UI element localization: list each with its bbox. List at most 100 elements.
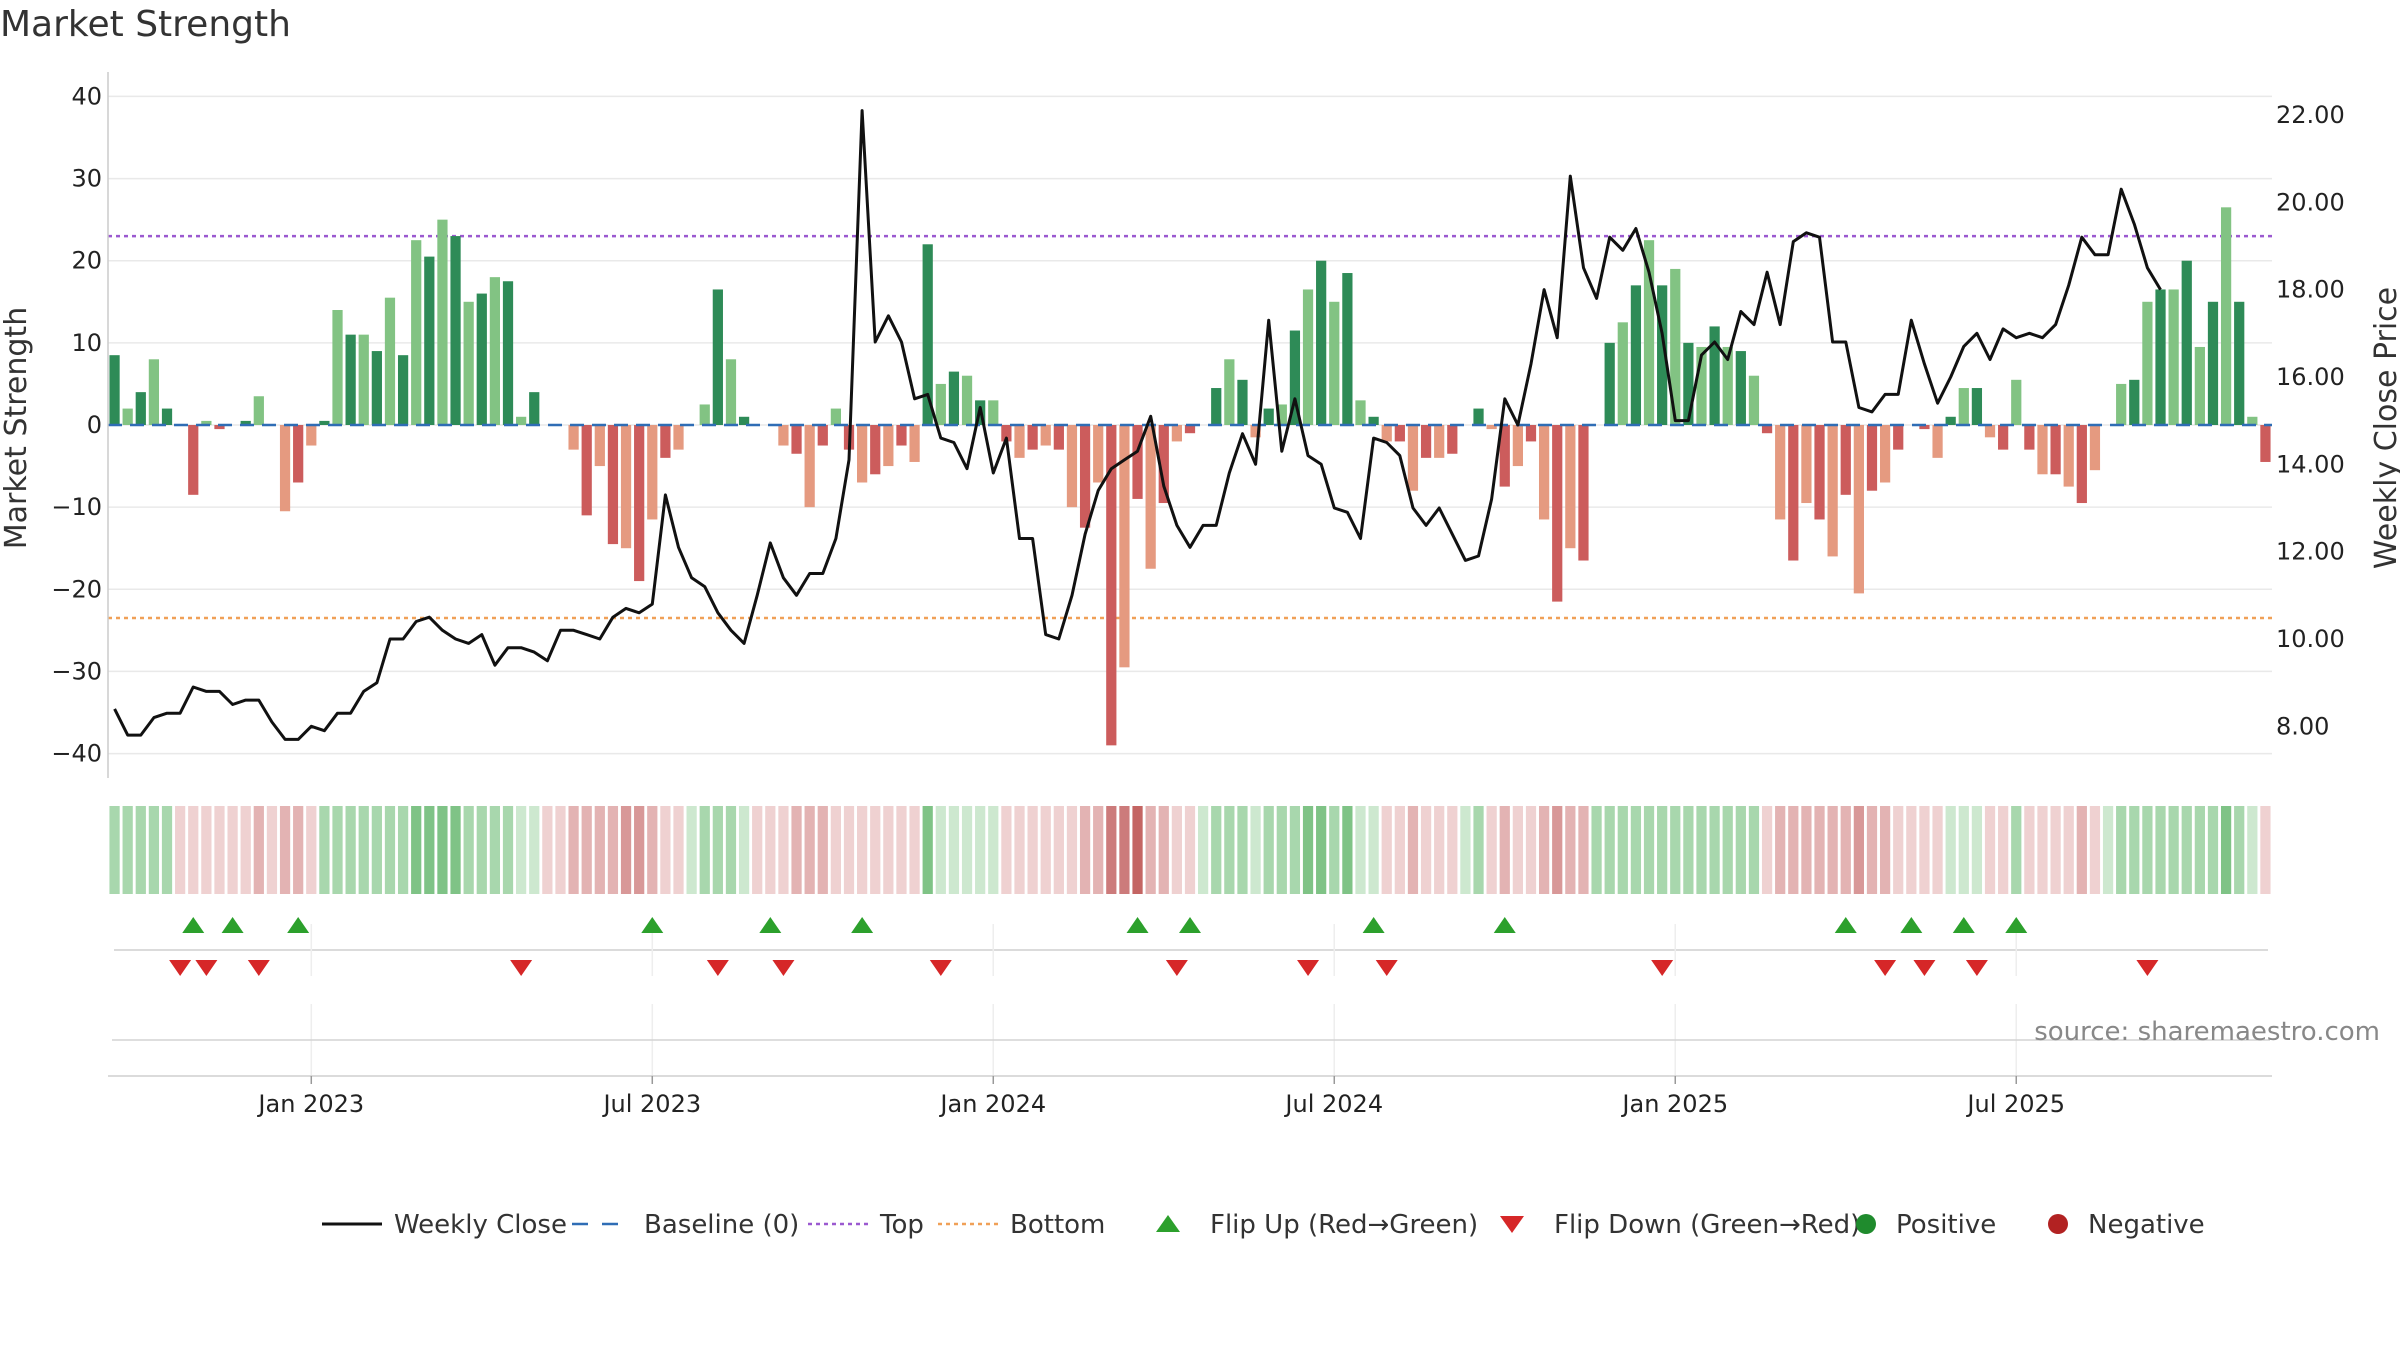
strength-bar <box>1512 425 1523 467</box>
strip-cell <box>1630 806 1642 894</box>
strip-cell <box>2247 806 2258 894</box>
strength-bar <box>1932 425 1943 458</box>
strip-cell <box>2102 806 2114 894</box>
strength-bar <box>1342 273 1353 425</box>
strength-bar <box>1696 346 1707 425</box>
strength-bar <box>1893 425 1904 450</box>
strength-bar <box>1040 425 1051 446</box>
strip-cell <box>1276 806 1287 894</box>
strength-bar <box>2129 379 2140 425</box>
strip-cell <box>1604 806 1615 894</box>
strength-bar <box>502 281 514 425</box>
strip-cell <box>1827 806 1838 894</box>
strip-cell <box>1735 806 1746 894</box>
strength-bar <box>332 310 343 425</box>
strength-bar <box>1538 425 1550 520</box>
strength-bar <box>2194 346 2205 425</box>
strip-cell <box>1355 806 1366 894</box>
strip-cell <box>1434 806 1445 894</box>
strip-cell <box>607 806 619 894</box>
strength-bar <box>122 408 133 425</box>
strength-bar <box>647 425 658 520</box>
strip-cell <box>1761 806 1773 894</box>
strip-cell <box>1512 806 1523 894</box>
strength-bar <box>1971 388 1983 425</box>
flip-down-marker <box>195 960 218 976</box>
left-tick-label: 30 <box>71 165 102 193</box>
strip-cell <box>673 806 684 894</box>
strength-bars <box>108 207 2272 746</box>
strip-cell <box>725 806 737 894</box>
strength-bar <box>2116 383 2127 425</box>
strength-bar <box>712 289 723 425</box>
strip-cell <box>135 806 146 894</box>
strength-bar <box>909 425 920 462</box>
strength-bar <box>1237 379 1248 425</box>
strip-cell <box>1879 806 1891 894</box>
right-tick-label: 12.00 <box>2276 538 2345 566</box>
strength-bar <box>1420 425 1432 458</box>
strength-bar <box>2247 416 2258 425</box>
strip-cell <box>699 806 710 894</box>
strip-cell <box>1119 806 1130 894</box>
strip-cell <box>1460 806 1471 894</box>
strip-cell <box>2050 806 2061 894</box>
strip-cell <box>620 806 632 894</box>
x-tick-label: Jan 2024 <box>938 1090 1046 1118</box>
strip-cell <box>647 806 658 894</box>
flip-up-marker <box>221 917 244 933</box>
strength-bar <box>1066 425 1078 508</box>
strip-cell <box>240 806 251 894</box>
strip-cell <box>1237 806 1248 894</box>
strength-bar <box>935 383 946 425</box>
strip-cell <box>2024 806 2035 894</box>
strip-cell <box>1814 806 1825 894</box>
strength-bar <box>1958 388 1969 425</box>
strength-bar <box>1801 425 1812 504</box>
strip-cell <box>1171 806 1182 894</box>
strip-cell <box>1945 806 1956 894</box>
left-tick-label: 20 <box>71 247 102 275</box>
flip-up-marker <box>1126 917 1149 933</box>
strength-bar <box>2076 425 2087 504</box>
strip-cell <box>529 806 540 894</box>
strength-bar <box>581 425 592 516</box>
strip-cell <box>830 806 842 894</box>
strength-bar <box>1525 425 1537 442</box>
strip-cell <box>450 806 461 894</box>
strip-cell <box>1001 806 1012 894</box>
strength-bar <box>2024 425 2035 450</box>
strip-cell <box>1853 806 1864 894</box>
strength-bar <box>135 392 146 425</box>
strip-cell <box>1040 806 1051 894</box>
strength-bar <box>1827 425 1838 557</box>
strength-bar <box>371 351 382 425</box>
strip-cell <box>2011 806 2022 894</box>
strip-cell <box>1840 806 1851 894</box>
legend-label: Flip Down (Green→Red) <box>1554 1210 1860 1240</box>
strip-cell <box>817 806 828 894</box>
strip-cell <box>1538 806 1550 894</box>
left-axis-title: Market Strength <box>0 307 34 549</box>
strip-cell <box>1132 806 1143 894</box>
strip-cell <box>1932 806 1943 894</box>
strip-cell <box>1788 806 1799 894</box>
strip-cell <box>1906 806 1917 894</box>
strip-cell <box>1447 806 1458 894</box>
strip-cell <box>555 806 566 894</box>
legend-circle-icon <box>1856 1214 1876 1234</box>
strength-bar <box>2220 207 2232 425</box>
strength-bar <box>1866 425 1878 491</box>
legend-item: Negative <box>2048 1210 2205 1240</box>
strength-bar <box>293 425 304 483</box>
strength-bar <box>240 420 251 425</box>
strip-cell <box>424 806 435 894</box>
x-tick-label: Jan 2025 <box>1620 1090 1728 1118</box>
strip-cell <box>214 806 225 894</box>
strip-cell <box>161 806 173 894</box>
strip-cell <box>1066 806 1078 894</box>
strength-bar <box>2260 425 2271 462</box>
x-tick-label: Jul 2024 <box>1283 1090 1383 1118</box>
strip-cell <box>1329 806 1340 894</box>
